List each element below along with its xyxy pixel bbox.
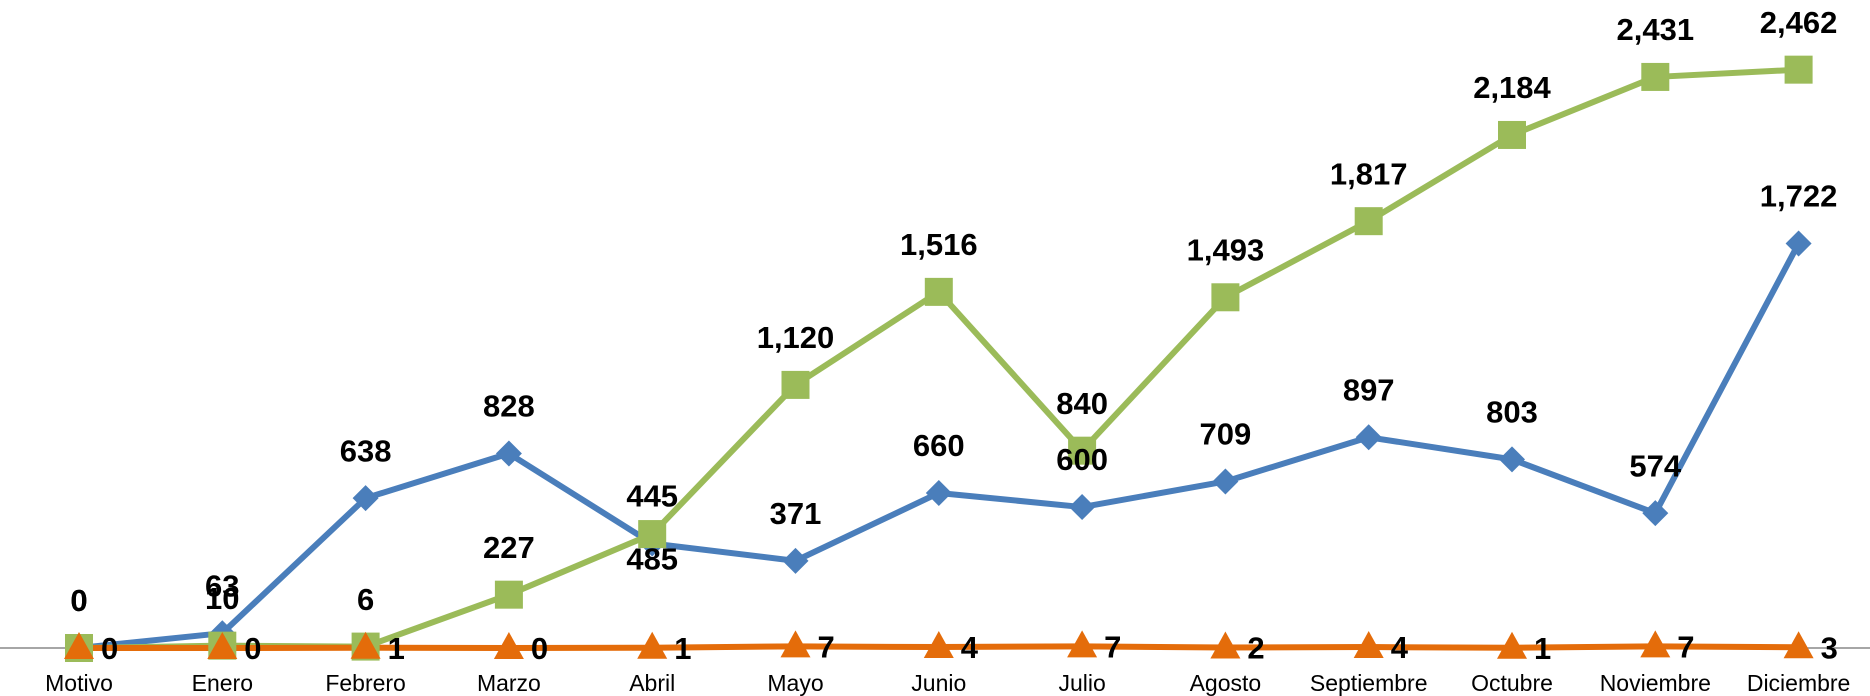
data-label: 803 [1486, 395, 1538, 430]
x-tick-label: Febrero [325, 670, 406, 696]
marker [1497, 631, 1527, 659]
data-label: 0 [70, 583, 87, 618]
data-label: 4 [961, 630, 979, 665]
data-label: 0 [531, 631, 548, 666]
marker [64, 632, 94, 659]
data-label: 0 [244, 631, 261, 666]
marker [493, 632, 524, 659]
marker [924, 277, 953, 306]
marker [1067, 630, 1098, 658]
x-tick-label: Octubre [1471, 670, 1553, 696]
marker [1641, 62, 1670, 91]
marker [1499, 446, 1525, 473]
marker [1210, 631, 1241, 659]
data-label: 371 [770, 496, 822, 531]
data-label: 2,431 [1617, 12, 1695, 47]
marker [637, 631, 668, 659]
x-tick-label: Junio [911, 670, 966, 696]
data-label: 1,120 [757, 320, 835, 355]
marker [350, 631, 381, 659]
data-label: 897 [1343, 372, 1395, 407]
marker [1068, 436, 1097, 465]
marker [780, 630, 811, 658]
marker [1498, 120, 1526, 149]
data-label: 638 [340, 433, 392, 468]
data-label: 7 [818, 630, 835, 665]
data-label: 2 [1247, 631, 1264, 666]
x-tick-label: Diciembre [1747, 670, 1851, 696]
marker [923, 631, 954, 659]
data-label: 1 [1534, 631, 1551, 666]
x-tick-label: Septiembre [1310, 670, 1428, 696]
data-label: 660 [913, 428, 965, 463]
data-label: 3 [1821, 630, 1838, 665]
data-label: 1 [674, 631, 691, 666]
marker [1784, 55, 1813, 84]
data-label: 7 [1104, 630, 1121, 665]
marker [352, 485, 379, 512]
x-tick-label: Enero [192, 670, 253, 696]
data-label: 1,817 [1330, 156, 1408, 191]
marker [1353, 631, 1384, 659]
marker [1785, 230, 1812, 257]
marker [1354, 207, 1383, 236]
data-label: 828 [483, 389, 535, 424]
marker [207, 632, 238, 659]
data-label: 7 [1677, 630, 1694, 665]
data-label: 1,516 [900, 227, 978, 262]
marker [1211, 283, 1240, 312]
data-label: 227 [483, 530, 535, 565]
data-label: 63 [205, 568, 239, 603]
x-tick-label: Abril [629, 670, 675, 696]
data-label: 1,722 [1760, 179, 1838, 214]
marker [638, 520, 667, 549]
x-tick-label: Mayo [767, 670, 823, 696]
data-label: 840 [1056, 386, 1108, 421]
data-label: 10 [205, 581, 239, 616]
data-label: 4 [1391, 630, 1409, 665]
x-tick-label: Julio [1058, 670, 1105, 696]
marker [1640, 630, 1671, 658]
marker [925, 479, 952, 506]
data-label: 0 [101, 631, 118, 666]
data-label: 0 [70, 583, 87, 618]
marker [1212, 468, 1239, 495]
data-label: 2,462 [1760, 5, 1838, 40]
marker [782, 547, 809, 574]
x-tick-label: Marzo [477, 670, 541, 696]
data-label: 1,493 [1187, 232, 1265, 267]
x-tick-label: Motivo [45, 670, 113, 696]
marker [1355, 424, 1382, 451]
data-label: 2,184 [1473, 70, 1551, 105]
data-label: 6 [357, 582, 374, 617]
data-label: 445 [626, 479, 678, 514]
series-line [78, 66, 1799, 651]
data-label: 1 [388, 631, 405, 666]
x-tick-label: Noviembre [1600, 670, 1711, 696]
marker [1783, 631, 1814, 659]
data-label: 485 [626, 541, 678, 576]
marker [1642, 500, 1669, 527]
data-label: 709 [1200, 417, 1252, 452]
data-label: 574 [1629, 448, 1681, 483]
marker [494, 580, 523, 609]
data-label: 600 [1056, 442, 1108, 477]
marker [495, 440, 522, 467]
x-tick-label: Agosto [1190, 670, 1262, 696]
marker [781, 370, 810, 399]
marker [1069, 494, 1096, 521]
